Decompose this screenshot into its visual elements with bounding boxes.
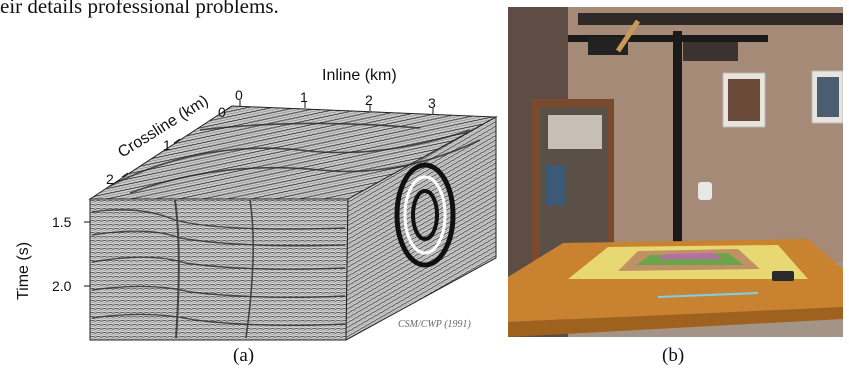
page-text-fragment: eir details professional problems.	[0, 0, 279, 18]
inline-tick-3: 3	[428, 95, 436, 111]
time-tick-1-5: 1.5	[52, 214, 72, 230]
inline-tick-2: 2	[365, 92, 373, 108]
figure-b-photo: (b)	[508, 7, 844, 366]
time-ticks: 1.5 2.0	[52, 214, 90, 294]
lamp	[698, 182, 712, 200]
side-salt-dome	[394, 162, 456, 268]
figure-a-label: (a)	[233, 345, 255, 366]
crossline-tick-2: 2	[106, 171, 114, 187]
door-window	[548, 115, 602, 149]
front-reflectors	[91, 199, 346, 339]
phone-device	[772, 271, 794, 281]
inline-tick-0: 0	[235, 87, 243, 103]
room-photo	[508, 7, 844, 337]
time-axis-label: Time (s)	[15, 242, 32, 300]
seismic-cube-figure: Inline (km) 0 1 2 3 Crossline (km) 0 1 2…	[15, 67, 498, 341]
time-tick-2-0: 2.0	[52, 278, 72, 294]
figure-b-label: (b)	[662, 345, 685, 366]
projector-pole	[673, 31, 682, 256]
crossline-tick-1: 1	[163, 137, 171, 153]
cube-side-face	[345, 116, 497, 341]
inline-axis-label: Inline (km)	[322, 67, 397, 84]
inline-tick-1: 1	[300, 89, 308, 105]
top-reflectors	[109, 122, 481, 194]
figure-credit: CSM/CWP (1991)	[398, 319, 472, 330]
figure-a-panel: Inline (km) 0 1 2 3 Crossline (km) 0 1 2…	[15, 67, 498, 366]
crossline-ticks: 0 1 2	[106, 104, 233, 187]
inline-ticks: 0 1 2 3	[235, 87, 436, 114]
crossline-tick-0: 0	[218, 104, 226, 120]
